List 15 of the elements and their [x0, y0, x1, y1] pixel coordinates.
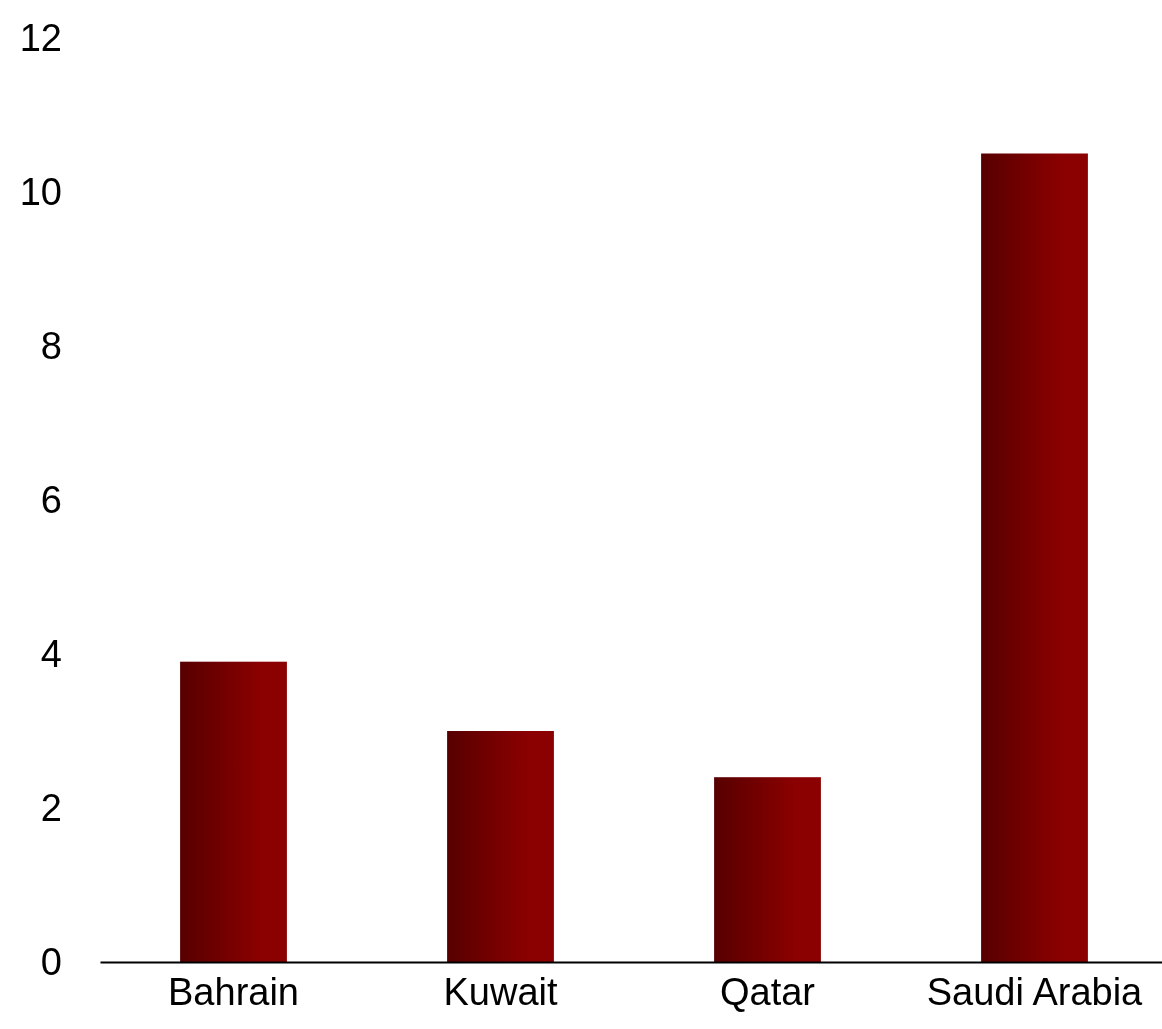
bar	[714, 777, 821, 962]
y-tick-label: 2	[40, 786, 62, 829]
y-tick-label: 6	[40, 478, 62, 521]
y-tick-label: 0	[40, 940, 62, 983]
x-tick-label: Bahrain	[168, 970, 299, 1013]
y-tick-label: 10	[19, 170, 62, 213]
bar	[981, 153, 1088, 962]
bar	[180, 661, 287, 962]
x-tick-label: Kuwait	[443, 970, 558, 1013]
x-tick-label: Qatar	[719, 970, 816, 1013]
y-tick-label: 4	[40, 632, 62, 675]
bar	[447, 731, 554, 962]
y-tick-label: 8	[40, 324, 62, 367]
y-tick-label: 12	[19, 16, 62, 59]
x-tick-label: Saudi Arabia	[926, 970, 1144, 1013]
